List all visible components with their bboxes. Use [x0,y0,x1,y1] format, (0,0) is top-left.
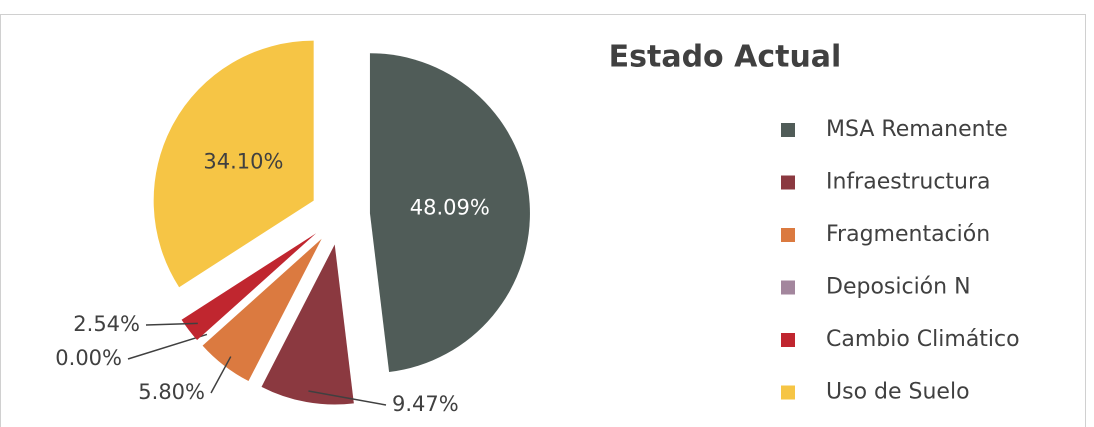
frame [0,14,1086,427]
value-label: 5.80% [138,380,205,404]
legend-label: Cambio Climático [826,327,1020,352]
legend-label: Deposición N [826,275,971,300]
value-label: 2.54% [73,312,140,336]
value-label: 0.00% [55,346,122,370]
pie-slice [181,233,317,341]
legend-label: Uso de Suelo [826,380,970,405]
legend-swatch [781,333,795,347]
legend-label: Fragmentación [826,222,990,247]
leader-line [210,356,232,394]
pie-slice [202,238,322,382]
legend-label: MSA Remanente [826,117,1008,142]
legend-swatch [781,385,795,400]
value-label: 34.10% [203,149,283,173]
pie-slice [153,40,314,288]
legend-label: Infraestructura [826,170,991,195]
value-label: 9.47% [392,392,459,416]
leader-line [145,322,198,326]
legend-swatch [781,280,795,295]
legend-swatch [781,228,795,242]
chart-title: Estado Actual [609,40,842,75]
pie-slice [261,244,354,405]
leader-line [127,333,208,360]
pie-slice [369,53,530,373]
value-label: 48.09% [410,195,490,219]
legend-swatch [781,123,795,137]
leader-line [308,390,387,406]
legend-swatch [781,175,795,190]
